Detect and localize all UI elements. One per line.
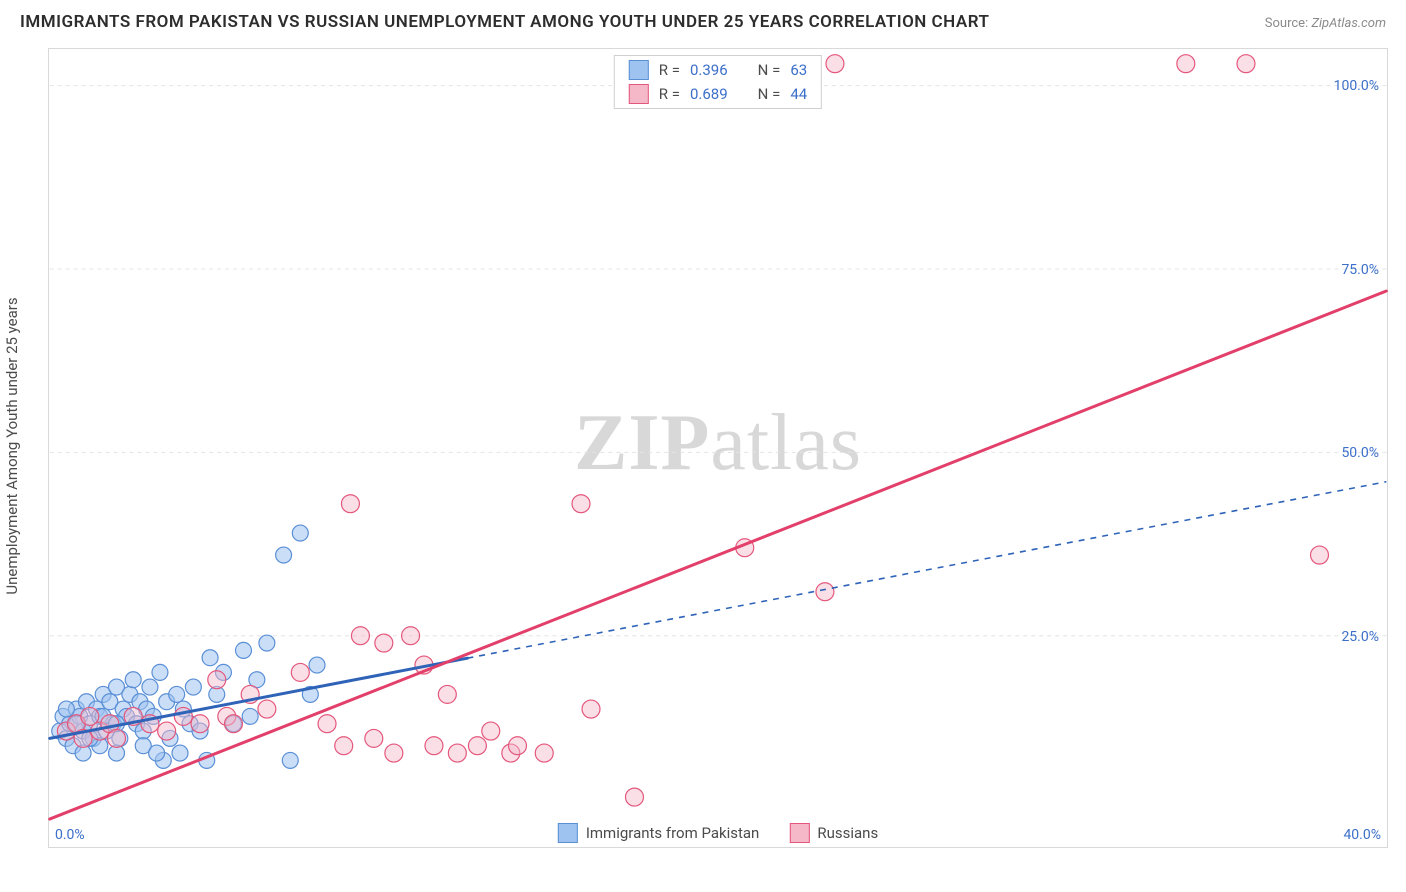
- scatter-plot: ZIPatlas R = 0.396 N = 63 R = 0.689 N = …: [48, 48, 1388, 848]
- correlation-legend: R = 0.396 N = 63 R = 0.689 N = 44: [614, 55, 822, 109]
- legend-label-russians: Russians: [817, 824, 878, 842]
- y-tick-label: 50.0%: [1341, 445, 1379, 461]
- n-value-russians: 44: [790, 85, 807, 103]
- legend-row-russians: R = 0.689 N = 44: [615, 82, 821, 106]
- source-value: ZipAtlas.com: [1311, 16, 1386, 31]
- swatch-pakistan: [558, 823, 578, 843]
- chart-title: IMMIGRANTS FROM PAKISTAN VS RUSSIAN UNEM…: [20, 12, 989, 32]
- y-tick-label: 25.0%: [1341, 629, 1379, 645]
- series-legend: Immigrants from Pakistan Russians: [548, 823, 888, 843]
- legend-item-russians: Russians: [789, 823, 878, 843]
- n-label: N =: [758, 61, 781, 79]
- legend-label-pakistan: Immigrants from Pakistan: [586, 824, 760, 842]
- y-tick-label: 100.0%: [1334, 78, 1379, 94]
- r-value-pakistan: 0.396: [690, 61, 728, 79]
- swatch-russians: [629, 84, 649, 104]
- legend-item-pakistan: Immigrants from Pakistan: [558, 823, 760, 843]
- source-attribution: Source: ZipAtlas.com: [1265, 16, 1386, 31]
- y-axis-label: Unemployment Among Youth under 25 years: [3, 297, 21, 594]
- x-tick-max: 40.0%: [1343, 827, 1381, 843]
- x-tick-min: 0.0%: [55, 827, 85, 843]
- n-label: N =: [758, 85, 781, 103]
- legend-row-pakistan: R = 0.396 N = 63: [615, 58, 821, 82]
- swatch-pakistan: [629, 60, 649, 80]
- n-value-pakistan: 63: [790, 61, 807, 79]
- y-tick-label: 75.0%: [1341, 262, 1379, 278]
- r-value-russians: 0.689: [690, 85, 728, 103]
- plot-svg: [49, 49, 1387, 847]
- source-label: Source:: [1265, 16, 1308, 31]
- r-label: R =: [659, 61, 680, 79]
- swatch-russians: [789, 823, 809, 843]
- r-label: R =: [659, 85, 680, 103]
